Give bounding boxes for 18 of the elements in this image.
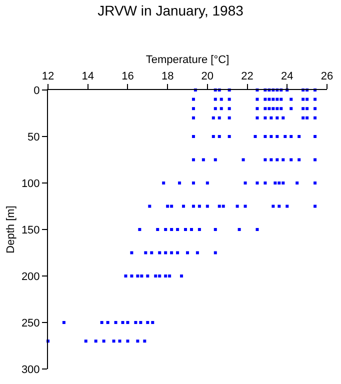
y-tick-label: 300 [21, 364, 40, 376]
x-tick-label: 26 [320, 70, 334, 83]
y-tick-label: 100 [21, 178, 40, 190]
x-tick-label: 12 [42, 70, 54, 83]
y-tick-label: 150 [21, 224, 40, 236]
x-tick-label: 16 [122, 70, 134, 83]
y-tick-label: 250 [21, 317, 40, 330]
x-tick-label: 20 [201, 70, 214, 83]
y-tick-label: 0 [34, 84, 40, 97]
x-tick-label: 24 [281, 70, 294, 83]
y-tick-label: 50 [28, 131, 40, 144]
x-tick-label: 14 [82, 70, 94, 83]
x-tick-label: 22 [241, 70, 254, 83]
y-tick-label: 200 [21, 270, 40, 283]
x-tick-label: 18 [161, 70, 174, 83]
y-axis-title: Depth [m] [5, 206, 18, 254]
x-axis-title: Temperature [°C] [146, 54, 230, 66]
chart-title: JRVW in January, 1983 [98, 2, 244, 19]
